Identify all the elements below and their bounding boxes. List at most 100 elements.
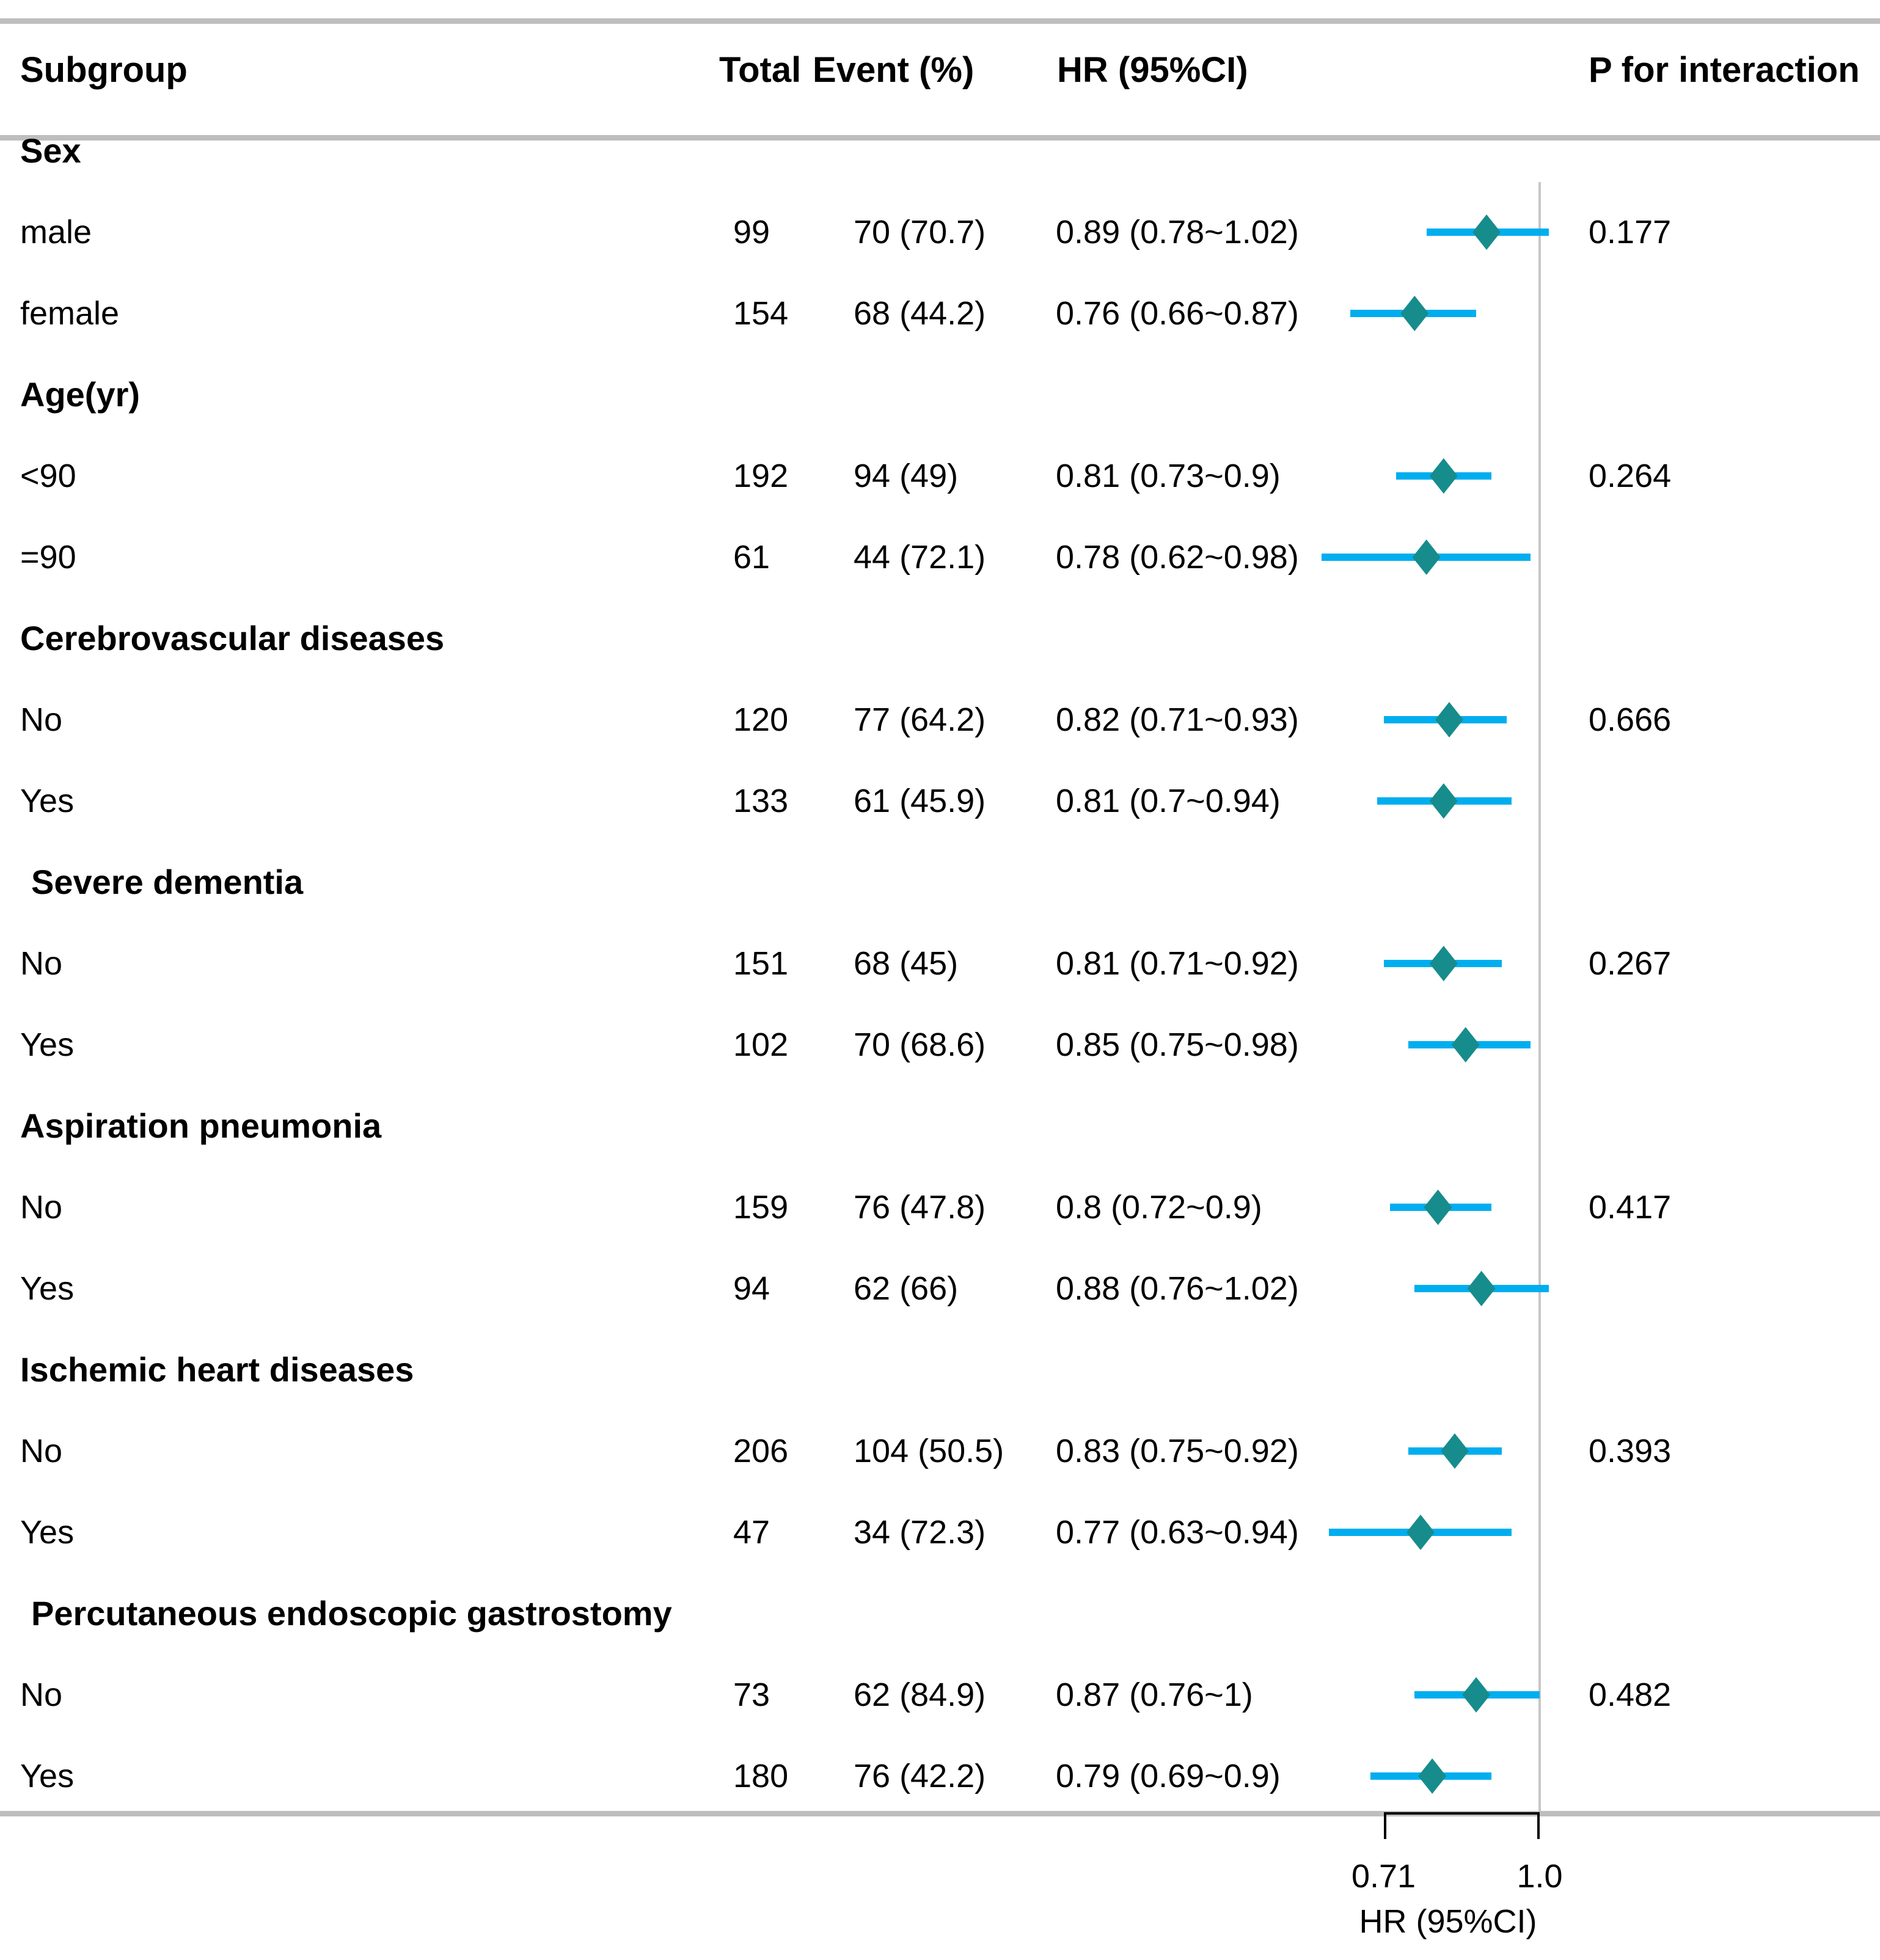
hr-ci-text: 0.87 (0.76~1) xyxy=(1056,1677,1253,1713)
top-rule xyxy=(0,18,1880,24)
event-value: 76 (47.8) xyxy=(854,1189,986,1226)
total-value: 120 xyxy=(733,701,789,738)
column-header-subgroup: Subgroup xyxy=(20,50,188,90)
section-label: Ischemic heart diseases xyxy=(20,1350,414,1389)
total-value: 61 xyxy=(733,539,770,576)
hr-ci-text: 0.83 (0.75~0.92) xyxy=(1056,1433,1299,1469)
p-interaction-value: 0.264 xyxy=(1589,458,1672,494)
hr-point-diamond xyxy=(1435,702,1463,737)
column-header-total: Total xyxy=(719,50,802,90)
hr-ci-text: 0.8 (0.72~0.9) xyxy=(1056,1189,1262,1226)
x-axis-title: HR (95%CI) xyxy=(1359,1903,1537,1940)
x-axis-tick-right xyxy=(1537,1812,1540,1839)
hr-point-diamond xyxy=(1472,214,1501,250)
subgroup-label: No xyxy=(20,945,63,982)
p-interaction-value: 0.417 xyxy=(1589,1189,1672,1226)
subgroup-label: =90 xyxy=(20,539,76,576)
event-value: 62 (66) xyxy=(854,1270,959,1307)
event-value: 104 (50.5) xyxy=(854,1433,1004,1469)
x-axis-tick-label-1.0: 1.0 xyxy=(1516,1858,1563,1895)
section-label: Age(yr) xyxy=(20,375,141,414)
subgroup-label: Yes xyxy=(20,1758,75,1794)
subgroup-label: Yes xyxy=(20,1270,75,1307)
total-value: 102 xyxy=(733,1026,789,1063)
hr-ci-text: 0.78 (0.62~0.98) xyxy=(1056,539,1299,576)
subgroup-label: No xyxy=(20,701,63,738)
hr-ci-text: 0.82 (0.71~0.93) xyxy=(1056,701,1299,738)
hr-point-diamond xyxy=(1429,946,1458,981)
p-interaction-value: 0.666 xyxy=(1589,701,1672,738)
total-value: 47 xyxy=(733,1514,770,1551)
section-label: Percutaneous endoscopic gastrostomy xyxy=(31,1594,672,1633)
total-value: 206 xyxy=(733,1433,789,1469)
subgroup-label: male xyxy=(20,214,92,250)
event-value: 94 (49) xyxy=(854,458,959,494)
total-value: 154 xyxy=(733,295,789,332)
total-value: 94 xyxy=(733,1270,770,1307)
p-interaction-value: 0.177 xyxy=(1589,214,1672,250)
event-value: 44 (72.1) xyxy=(854,539,986,576)
subgroup-label: <90 xyxy=(20,458,76,494)
hr-point-diamond xyxy=(1424,1190,1452,1225)
event-value: 76 (42.2) xyxy=(854,1758,986,1794)
x-axis-tick-label-0.71: 0.71 xyxy=(1351,1858,1416,1895)
subgroup-label: No xyxy=(20,1433,63,1469)
hr-ci-text: 0.79 (0.69~0.9) xyxy=(1056,1758,1281,1794)
event-value: 68 (45) xyxy=(854,945,959,982)
column-header-p-interaction: P for interaction xyxy=(1589,50,1860,90)
hr-ci-text: 0.76 (0.66~0.87) xyxy=(1056,295,1299,332)
subgroup-label: female xyxy=(20,295,120,332)
subgroup-label: No xyxy=(20,1677,63,1713)
hr-point-diamond xyxy=(1429,458,1458,494)
section-label: Severe dementia xyxy=(31,863,304,901)
hr-point-diamond xyxy=(1440,1433,1469,1469)
hr-point-diamond xyxy=(1462,1677,1491,1713)
event-value: 62 (84.9) xyxy=(854,1677,986,1713)
event-value: 70 (68.6) xyxy=(854,1026,986,1063)
subgroup-label: Yes xyxy=(20,1026,75,1063)
hr-ci-text: 0.89 (0.78~1.02) xyxy=(1056,214,1299,250)
hr-ci-text: 0.81 (0.7~0.94) xyxy=(1056,783,1281,819)
event-value: 70 (70.7) xyxy=(854,214,986,250)
p-interaction-value: 0.393 xyxy=(1589,1433,1672,1469)
total-value: 180 xyxy=(733,1758,789,1794)
subgroup-label: Yes xyxy=(20,1514,75,1551)
section-label: Aspiration pneumonia xyxy=(20,1106,382,1145)
total-value: 192 xyxy=(733,458,789,494)
x-axis-tick-left xyxy=(1383,1812,1386,1839)
hr-ci-text: 0.81 (0.71~0.92) xyxy=(1056,945,1299,982)
header-rule xyxy=(0,135,1880,141)
hr-ci-text: 0.77 (0.63~0.94) xyxy=(1056,1514,1299,1551)
hr-point-diamond xyxy=(1451,1027,1480,1062)
total-value: 99 xyxy=(733,214,770,250)
hr-point-diamond xyxy=(1429,783,1458,819)
hr-point-diamond xyxy=(1400,296,1429,331)
reference-line-hr-1 xyxy=(1538,182,1541,1811)
hr-point-diamond xyxy=(1418,1758,1447,1794)
subgroup-label: Yes xyxy=(20,783,75,819)
total-value: 133 xyxy=(733,783,789,819)
total-value: 73 xyxy=(733,1677,770,1713)
hr-ci-text: 0.85 (0.75~0.98) xyxy=(1056,1026,1299,1063)
hr-point-diamond xyxy=(1467,1271,1496,1306)
hr-point-diamond xyxy=(1412,539,1441,575)
event-value: 77 (64.2) xyxy=(854,701,986,738)
event-value: 61 (45.9) xyxy=(854,783,986,819)
x-axis-line xyxy=(1383,1812,1540,1815)
section-label: Cerebrovascular diseases xyxy=(20,619,445,657)
hr-ci-text: 0.81 (0.73~0.9) xyxy=(1056,458,1281,494)
hr-ci-text: 0.88 (0.76~1.02) xyxy=(1056,1270,1299,1307)
total-value: 159 xyxy=(733,1189,789,1226)
column-header-event: Event (%) xyxy=(813,50,975,90)
event-value: 34 (72.3) xyxy=(854,1514,986,1551)
p-interaction-value: 0.482 xyxy=(1589,1677,1672,1713)
column-header-hr: HR (95%CI) xyxy=(1057,50,1248,90)
event-value: 68 (44.2) xyxy=(854,295,986,332)
section-label: Sex xyxy=(20,131,81,170)
bottom-rule xyxy=(0,1811,1880,1816)
subgroup-label: No xyxy=(20,1189,63,1226)
total-value: 151 xyxy=(733,945,789,982)
p-interaction-value: 0.267 xyxy=(1589,945,1672,982)
hr-point-diamond xyxy=(1406,1515,1435,1550)
